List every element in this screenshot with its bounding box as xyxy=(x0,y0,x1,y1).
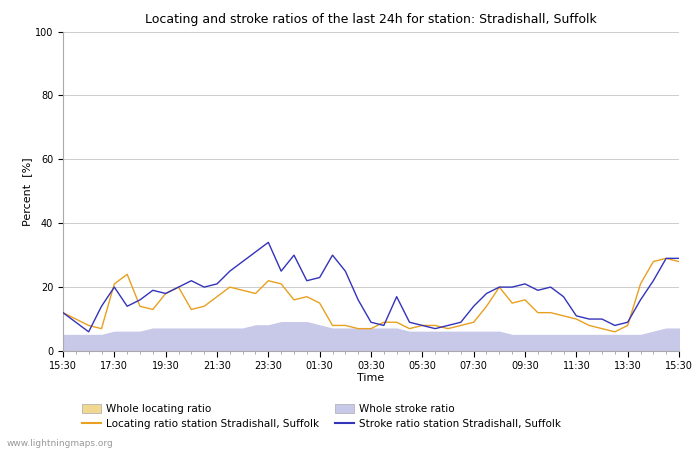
Title: Locating and stroke ratios of the last 24h for station: Stradishall, Suffolk: Locating and stroke ratios of the last 2… xyxy=(145,13,597,26)
Y-axis label: Percent  [%]: Percent [%] xyxy=(22,157,32,225)
X-axis label: Time: Time xyxy=(358,373,384,383)
Legend: Whole locating ratio, Locating ratio station Stradishall, Suffolk, Whole stroke : Whole locating ratio, Locating ratio sta… xyxy=(79,401,564,432)
Text: www.lightningmaps.org: www.lightningmaps.org xyxy=(7,439,113,448)
